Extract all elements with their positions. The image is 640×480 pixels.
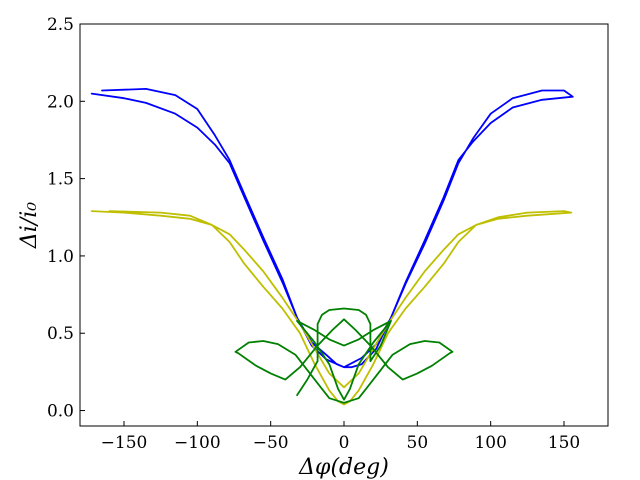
x-tick-label-5: 100 [474,433,506,453]
y-tick-label-2: 1.0 [47,247,74,267]
series-line-2 [234,318,454,404]
x-tick-label-1: −100 [174,433,221,453]
y-tick-label-3: 1.5 [47,170,74,190]
y-tick-label-1: 0.5 [47,324,74,344]
x-tick-label-3: 0 [339,433,350,453]
y-tick-label-0: 0.0 [47,402,74,422]
series-line-4 [296,320,392,401]
series-line-0 [90,88,574,369]
x-tick-label-0: −150 [101,433,148,453]
y-tick-label-4: 2.0 [47,92,74,112]
series-line-3 [296,307,392,396]
x-tick-label-4: 50 [407,433,429,453]
x-axis-label: Δφ(deg) [298,455,389,480]
y-axis-label: Δi/i₀ [17,202,42,249]
tick-layer: −150 −100 −50 0 50 100 150 0.0 0.5 1.0 1.5 2.0 2.5 [47,15,580,453]
y-tick-label-5: 2.5 [47,15,74,35]
x-tick-label-6: 150 [548,433,580,453]
series-line-1 [90,210,573,406]
series-layer [90,88,574,406]
plot-frame [79,23,609,427]
x-tick-label-2: −50 [253,433,289,453]
